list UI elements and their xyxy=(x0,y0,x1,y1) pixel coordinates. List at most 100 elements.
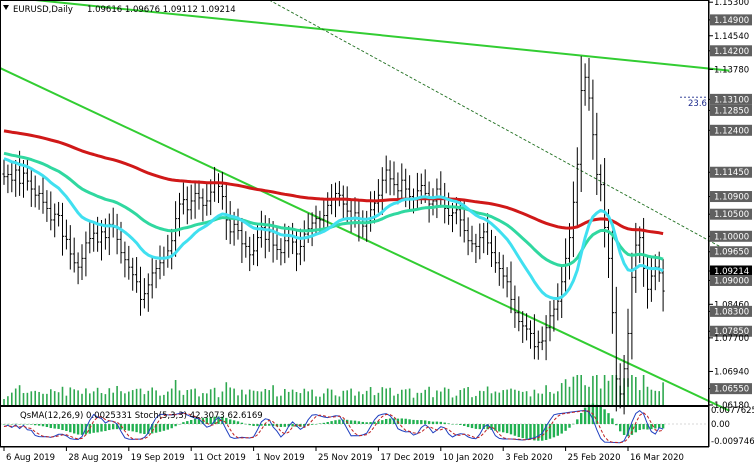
macd-bar xyxy=(57,424,60,429)
volume-bar xyxy=(225,382,228,405)
stoch-signal-line xyxy=(3,410,664,444)
volume-bar xyxy=(627,378,629,405)
time-label: 25 Nov 2019 xyxy=(318,453,372,463)
macd-bar xyxy=(408,419,411,424)
macd-bar xyxy=(139,424,142,434)
volume-bar xyxy=(514,389,516,405)
ohlc-bar xyxy=(302,220,306,262)
ohlc-bar xyxy=(60,202,65,256)
macd-bar xyxy=(517,424,520,438)
macd-bar xyxy=(338,419,341,424)
volume-bar xyxy=(57,392,60,405)
volume-bar xyxy=(572,376,575,405)
macd-bar xyxy=(505,424,509,434)
macd-bar xyxy=(365,422,368,424)
chart-menu-icon[interactable] xyxy=(3,5,9,10)
volume-bar xyxy=(221,391,224,405)
volume-bar xyxy=(151,387,153,405)
ohlc-bar xyxy=(88,221,92,254)
macd-bar xyxy=(69,424,72,433)
price-label-box xyxy=(710,265,752,277)
macd-bar xyxy=(236,421,240,424)
volume-bar xyxy=(7,396,9,405)
ohlc-bar xyxy=(166,234,170,268)
macd-bar xyxy=(291,424,294,427)
ohlc-bar xyxy=(142,278,146,309)
macd-bar xyxy=(404,418,407,424)
macd-bar xyxy=(88,424,91,434)
volume-bar xyxy=(455,395,458,405)
volume-bar xyxy=(525,391,528,405)
volume-bar xyxy=(654,390,657,405)
volume-bar xyxy=(190,389,192,405)
volume-bar xyxy=(42,393,44,405)
macd-bar xyxy=(541,424,544,441)
ohlc-bar xyxy=(341,185,345,221)
macd-bar xyxy=(244,423,247,425)
volume-bar xyxy=(432,397,434,405)
volume-bar xyxy=(26,392,29,405)
macd-bar xyxy=(373,421,376,424)
ohlc-bar xyxy=(337,181,341,207)
ohlc-bar xyxy=(497,252,501,286)
volume-bar xyxy=(494,391,497,405)
macd-bar xyxy=(576,419,579,424)
volume-bar xyxy=(521,391,524,405)
volume-bar xyxy=(397,393,399,405)
volume-bar xyxy=(209,389,212,405)
volume-bar xyxy=(38,391,40,405)
volume-bar xyxy=(276,396,278,405)
volume-bar xyxy=(354,395,356,405)
volume-bar xyxy=(112,392,114,405)
volume-bar xyxy=(506,389,508,405)
volume-bar xyxy=(412,397,415,405)
macd-bar xyxy=(197,418,201,424)
volume-bar xyxy=(217,397,220,405)
ohlc-bar xyxy=(603,158,607,248)
ohlc-bar xyxy=(579,56,583,193)
macd-bar xyxy=(427,421,431,424)
ohlc-bar xyxy=(376,179,380,213)
volume-bar xyxy=(424,389,426,405)
macd-bar xyxy=(615,424,618,426)
ohlc-bar xyxy=(501,254,505,289)
macd-bar xyxy=(174,424,177,427)
volume-bar xyxy=(603,375,606,405)
ohlc-bar xyxy=(599,164,603,202)
ohlc-bar xyxy=(41,175,45,214)
ohlc-bar xyxy=(653,254,657,291)
ohlc-bar xyxy=(236,208,240,240)
volume-bar xyxy=(490,393,493,405)
ohlc-bar xyxy=(240,217,244,264)
ohlc-bar xyxy=(131,257,135,291)
macd-bar xyxy=(349,420,353,424)
time-label: 10 Jan 2020 xyxy=(443,453,494,463)
volume-bar xyxy=(116,385,118,405)
macd-bar xyxy=(494,424,497,431)
price-label-box xyxy=(710,166,752,178)
volume-bar xyxy=(420,392,423,405)
ohlc-bar xyxy=(509,261,513,314)
price-label-box xyxy=(710,383,752,395)
macd-bar xyxy=(564,424,567,431)
price-label: 1.09000 xyxy=(714,276,749,286)
macd-bar xyxy=(205,417,208,424)
macd-bar xyxy=(521,424,524,439)
ohlc-bar xyxy=(474,233,478,264)
volume-bar xyxy=(299,393,302,405)
macd-bar xyxy=(400,418,403,424)
macd-bar xyxy=(318,423,322,424)
ohlc-bar xyxy=(138,266,143,316)
indicator-header: QsMA(12,26,9) 0.0025331 Stoch(5,3,3) 42.… xyxy=(20,411,263,421)
ohlc-bar xyxy=(400,163,404,201)
indicator-label: 0.0077625 xyxy=(711,406,754,416)
volume-bar xyxy=(61,386,64,405)
volume-bar xyxy=(323,393,325,405)
macd-bar xyxy=(135,424,138,433)
volume-bar xyxy=(135,388,138,405)
macd-bar xyxy=(73,424,76,434)
ohlc-bar xyxy=(642,217,646,287)
volume-bar xyxy=(373,395,376,405)
volume-bar xyxy=(385,388,387,405)
